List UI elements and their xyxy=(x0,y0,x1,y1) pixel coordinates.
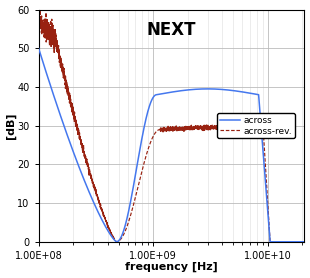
across xyxy=(37,47,41,50)
across-rev. xyxy=(138,176,142,180)
across xyxy=(268,240,272,244)
across xyxy=(210,87,213,91)
Legend: across, across-rev.: across, across-rev. xyxy=(217,113,294,138)
across-rev. xyxy=(235,126,239,130)
Y-axis label: [dB]: [dB] xyxy=(6,112,16,139)
Line: across-rev.: across-rev. xyxy=(39,11,304,242)
across-rev. xyxy=(37,18,41,21)
across-rev. xyxy=(196,124,200,127)
across-rev. xyxy=(268,240,272,244)
across xyxy=(303,240,306,244)
across-rev. xyxy=(303,240,306,244)
Text: NEXT: NEXT xyxy=(147,21,196,39)
across xyxy=(138,146,142,150)
across xyxy=(85,185,89,188)
across xyxy=(235,90,239,93)
across xyxy=(255,93,259,96)
X-axis label: frequency [Hz]: frequency [Hz] xyxy=(125,262,218,272)
across-rev. xyxy=(255,128,259,131)
across-rev. xyxy=(85,163,89,166)
across-rev. xyxy=(210,126,213,129)
across-rev. xyxy=(38,9,42,12)
across xyxy=(196,88,200,91)
Line: across: across xyxy=(39,48,304,242)
